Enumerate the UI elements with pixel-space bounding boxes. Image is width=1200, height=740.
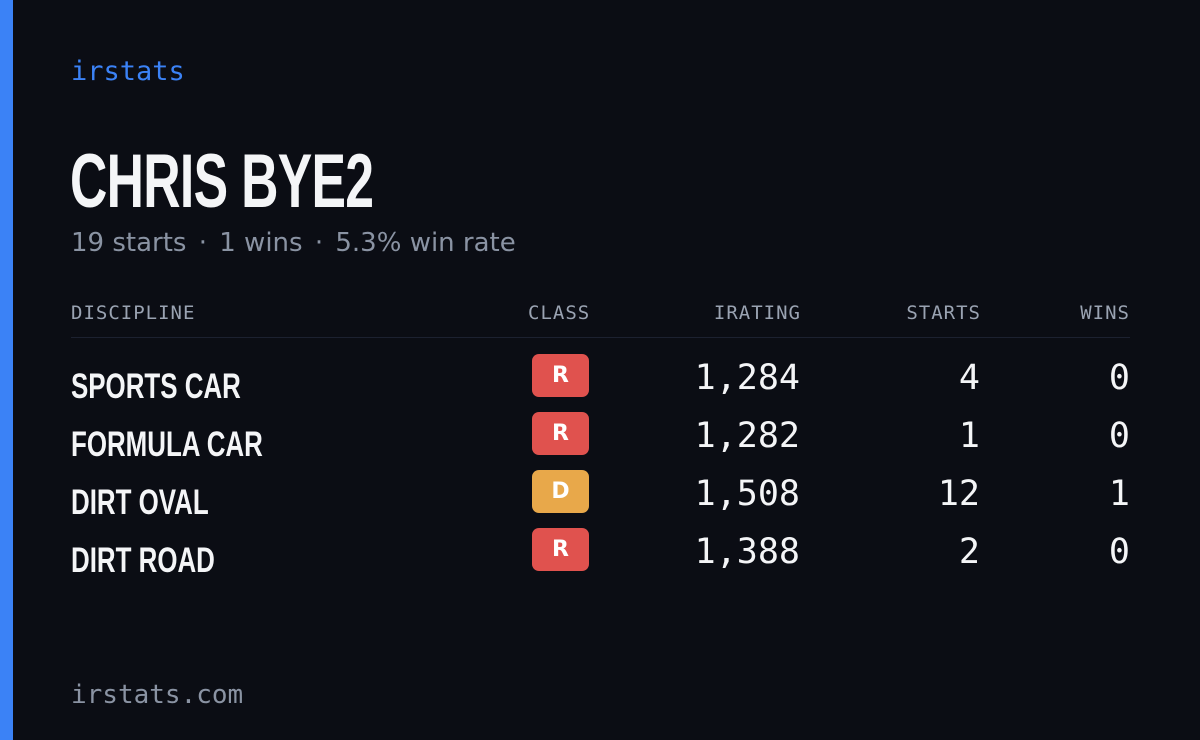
table-row: SPORTS CAR R 1,284 4 0 [71,354,1130,412]
discipline-table: DISCIPLINE CLASS IRATING STARTS WINS SPO… [71,298,1130,586]
separator-dot: · [314,228,324,258]
table-row: DIRT ROAD R 1,388 2 0 [71,528,1130,586]
header-wins: WINS [1080,302,1130,324]
wins-value: 1 [1108,474,1130,514]
license-class-badge: D [532,470,589,513]
discipline-name: DIRT ROAD [71,541,215,580]
accent-bar [0,0,13,740]
starts-value: 4 [958,358,980,398]
discipline-name: SPORTS CAR [71,367,241,406]
winrate-summary: 5.3% win rate [335,228,516,258]
starts-value: 12 [937,474,980,514]
driver-name: CHRIS BYE2 [70,139,374,224]
irating-value: 1,508 [694,474,800,514]
table-body: SPORTS CAR R 1,284 4 0 FORMULA CAR R 1,2… [71,338,1130,586]
irating-value: 1,284 [694,358,800,398]
header-irating: IRATING [713,302,801,324]
table-row: FORMULA CAR R 1,282 1 0 [71,412,1130,470]
license-class-badge: R [532,528,589,571]
header-class: CLASS [528,302,591,324]
wins-value: 0 [1108,416,1130,456]
starts-value: 1 [958,416,980,456]
discipline-name: DIRT OVAL [71,483,209,522]
header-starts: STARTS [906,302,981,324]
wins-value: 0 [1108,532,1130,572]
separator-dot: · [198,228,207,258]
wins-value: 0 [1108,358,1130,398]
table-header: DISCIPLINE CLASS IRATING STARTS WINS [71,298,1130,338]
license-class-badge: R [532,412,589,455]
table-row: DIRT OVAL D 1,508 12 1 [71,470,1130,528]
discipline-name: FORMULA CAR [71,425,263,464]
license-class-badge: R [532,354,589,397]
starts-value: 2 [958,532,980,572]
footer-url[interactable]: irstats.com [71,680,244,710]
starts-summary: 19 starts [71,228,187,258]
driver-summary: 19 starts · 1 wins · 5.3% win rate [71,228,516,258]
irating-value: 1,282 [694,416,800,456]
wins-summary: 1 wins [219,228,303,258]
header-discipline: DISCIPLINE [71,302,196,324]
irating-value: 1,388 [694,532,800,572]
brand-logo[interactable]: irstats [71,56,185,87]
